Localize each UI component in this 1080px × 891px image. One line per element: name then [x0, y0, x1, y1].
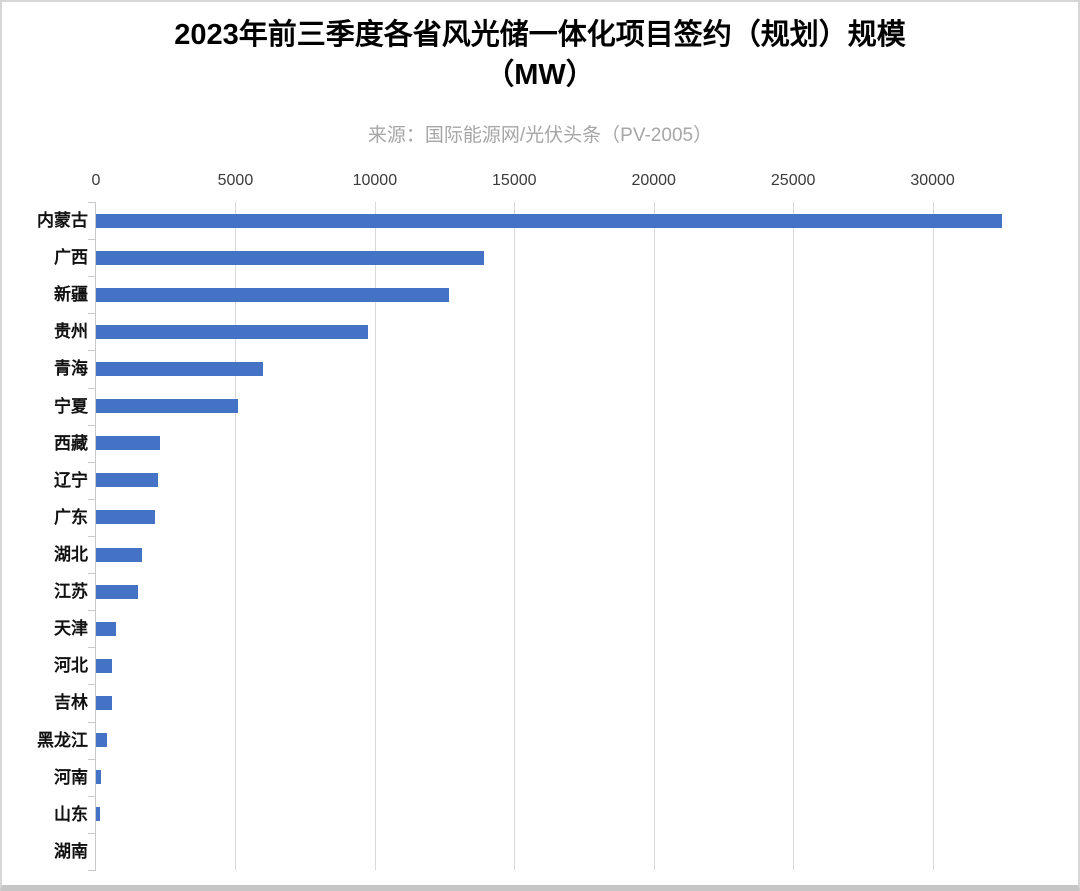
y-axis-tick [88, 424, 96, 426]
category-label: 新疆 [54, 285, 88, 305]
y-axis-tick [88, 610, 96, 612]
category-label: 湖北 [54, 545, 88, 564]
category-label: 湖南 [54, 841, 88, 861]
bar [96, 770, 101, 785]
chart-title-line2: （MW） [485, 59, 595, 91]
category-label: 广西 [54, 248, 88, 268]
x-tick-label: 30000 [910, 172, 955, 189]
y-axis-tick [88, 795, 96, 797]
y-axis-tick [88, 461, 96, 463]
y-axis-tick [88, 387, 96, 389]
category-label: 吉林 [54, 693, 88, 713]
y-axis-tick [88, 313, 96, 315]
y-axis-tick [88, 239, 96, 241]
gridline [374, 202, 376, 870]
y-axis-tick [88, 202, 96, 203]
x-tick-label: 10000 [352, 172, 398, 189]
y-axis-tick [88, 536, 96, 537]
bar [96, 362, 264, 376]
category-label: 宁夏 [54, 396, 88, 416]
y-axis-tick [88, 647, 96, 649]
y-axis-tick [88, 758, 96, 760]
y-axis-tick [88, 573, 96, 575]
x-tick-label: 20000 [631, 172, 676, 189]
gridline [514, 202, 516, 870]
x-tick-label: 15000 [492, 172, 537, 189]
gridline [653, 202, 655, 870]
y-axis-tick [88, 870, 96, 871]
y-axis-tick [88, 350, 96, 352]
bar [96, 733, 107, 748]
gridline [793, 202, 795, 870]
category-label: 河北 [54, 656, 88, 676]
bar [96, 436, 160, 451]
category-label: 黑龙江 [37, 730, 88, 750]
bar [96, 324, 368, 339]
bar [96, 473, 158, 488]
bar [96, 584, 138, 599]
x-tick-label: 5000 [217, 172, 254, 189]
bar [96, 510, 155, 525]
x-tick-label: 25000 [770, 172, 816, 189]
category-label: 广东 [54, 507, 88, 527]
bar [96, 547, 143, 562]
bar [96, 658, 113, 673]
chart-source-note: 来源：国际能源网/光伏头条（PV-2005） [367, 125, 713, 146]
y-axis-tick [88, 684, 96, 686]
category-label: 青海 [54, 359, 88, 379]
category-label: 内蒙古 [37, 211, 88, 230]
category-label: 辽宁 [54, 470, 88, 490]
y-axis-tick [88, 276, 96, 278]
category-label: 江苏 [54, 582, 88, 602]
x-tick-label: 0 [91, 172, 101, 189]
category-label: 贵州 [54, 322, 88, 342]
gridline [235, 202, 237, 870]
gridline [932, 202, 934, 870]
bar [96, 696, 113, 710]
bar [96, 250, 484, 265]
category-label: 天津 [54, 619, 88, 639]
chart-title-line1: 2023年前三季度各省风光储一体化项目签约（规划）规模 [174, 19, 906, 51]
bar [96, 399, 239, 414]
y-axis-tick [88, 721, 96, 723]
category-label: 西藏 [54, 433, 88, 453]
category-label: 山东 [54, 804, 88, 824]
bar [96, 621, 117, 636]
chart-title: 2023年前三季度各省风光储一体化项目签约（规划）规模 （MW） [2, 15, 1078, 95]
category-label: 河南 [54, 767, 88, 787]
bar [96, 213, 1003, 228]
y-axis-tick [88, 498, 96, 500]
y-axis-tick [88, 832, 96, 834]
bar [96, 807, 100, 822]
bar [96, 287, 449, 302]
